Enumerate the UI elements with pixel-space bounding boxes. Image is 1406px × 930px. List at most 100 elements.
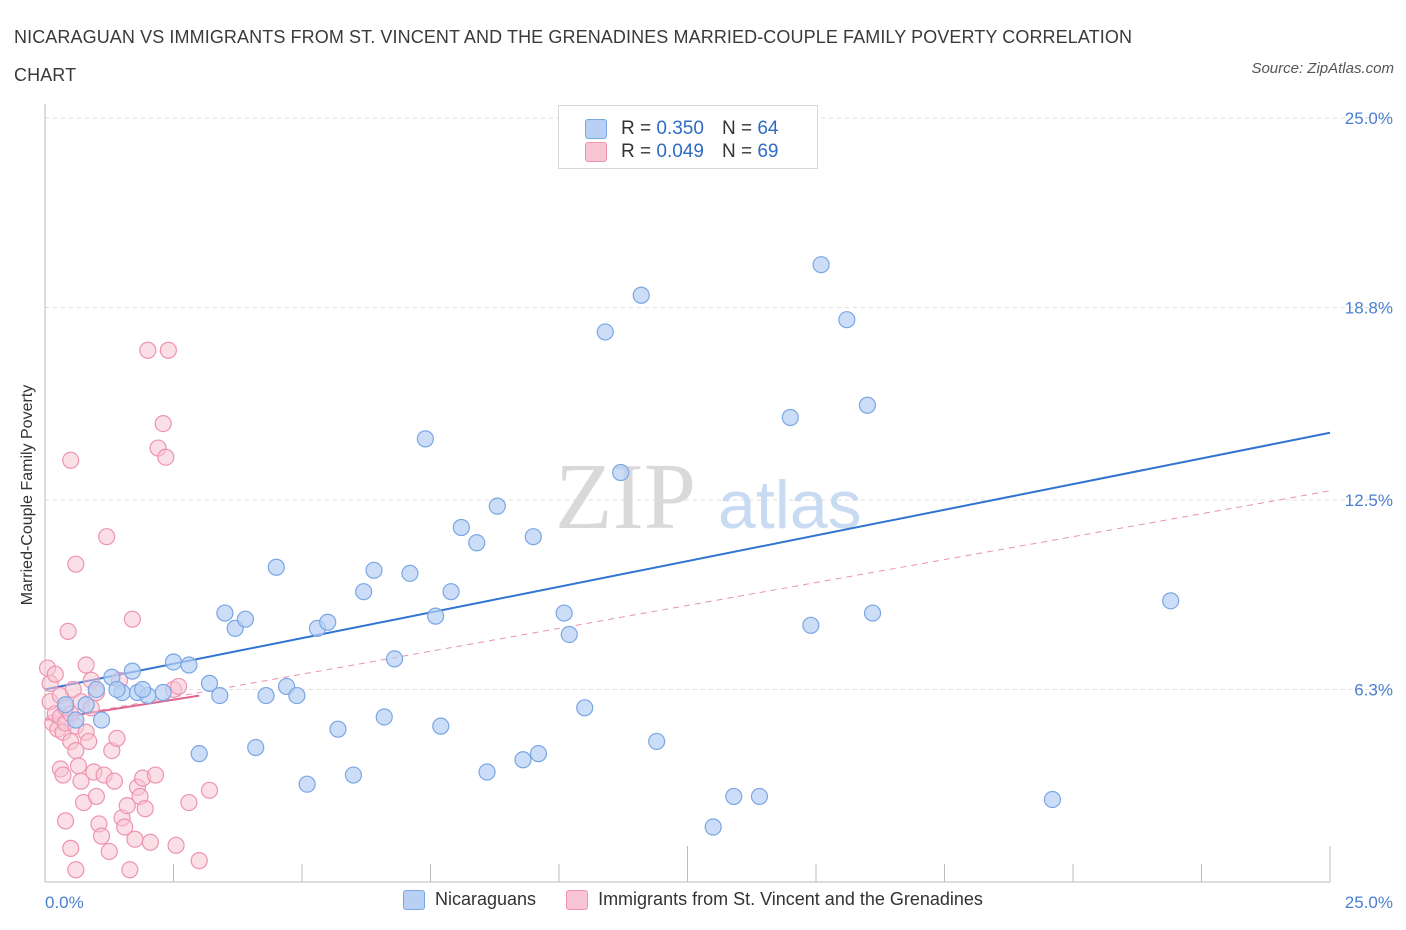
data-point-nicaraguans	[298, 775, 316, 793]
data-point-nicaraguans	[514, 751, 532, 769]
data-point-nicaraguans	[858, 396, 877, 414]
data-point-immigrants	[72, 772, 90, 790]
data-point-nicaraguans	[180, 656, 198, 674]
data-point-nicaraguans	[632, 286, 650, 304]
data-point-immigrants	[54, 766, 72, 784]
data-point-immigrants	[59, 622, 77, 641]
gridlines	[45, 117, 1390, 690]
data-point-immigrants	[136, 800, 154, 818]
data-point-nicaraguans	[211, 686, 229, 705]
data-point-nicaraguans	[725, 787, 743, 806]
data-point-nicaraguans	[77, 696, 95, 714]
legend-swatch-blue	[403, 889, 425, 910]
data-point-immigrants	[200, 781, 219, 799]
data-point-immigrants	[159, 341, 177, 359]
data-point-nicaraguans	[123, 662, 141, 680]
data-point-immigrants	[87, 787, 106, 806]
data-point-nicaraguans	[236, 610, 255, 628]
data-point-nicaraguans	[704, 818, 722, 836]
legend-label-immigrants: Immigrants from St. Vincent and the Gren…	[598, 889, 983, 909]
data-point-nicaraguans	[385, 650, 404, 668]
x-tick-label: 25.0%	[1345, 893, 1393, 912]
data-point-immigrants	[98, 528, 116, 546]
data-point-immigrants	[121, 861, 139, 879]
data-point-nicaraguans	[838, 311, 856, 329]
axes	[44, 104, 1331, 883]
legend-r-value: 0.350	[656, 118, 704, 139]
data-point-nicaraguans	[247, 738, 265, 757]
data-point-immigrants	[62, 839, 80, 857]
data-point-immigrants	[157, 448, 175, 466]
data-point-nicaraguans	[190, 745, 208, 763]
legend-n-value: 69	[757, 141, 779, 162]
data-point-nicaraguans	[555, 604, 573, 622]
data-point-immigrants	[56, 812, 75, 830]
data-point-nicaraguans	[200, 674, 219, 692]
data-point-nicaraguans	[529, 745, 548, 763]
data-point-nicaraguans	[863, 604, 882, 622]
legend-label-nicaraguans: Nicaraguans	[435, 889, 537, 909]
data-point-nicaraguans	[452, 518, 470, 537]
data-point-nicaraguans	[427, 607, 445, 625]
legend-r-label: R =	[621, 141, 652, 162]
legend-item-nicaraguans[interactable]: Nicaraguans	[403, 889, 536, 910]
source-label: Source: ZipAtlas.com	[1251, 60, 1394, 77]
data-point-immigrants	[141, 833, 159, 851]
y-tick-label: 25.0%	[1345, 109, 1393, 128]
legend-swatch-blue	[585, 119, 607, 139]
stats-legend: R = 0.350 N = 64 R = 0.049 N = 69	[558, 105, 818, 169]
data-point-nicaraguans	[576, 699, 594, 717]
data-point-nicaraguans	[1162, 592, 1180, 610]
data-point-nicaraguans	[319, 613, 337, 631]
data-point-immigrants	[118, 796, 136, 815]
data-point-nicaraguans	[802, 616, 820, 634]
legend-item-immigrants[interactable]: Immigrants from St. Vincent and the Gren…	[566, 889, 983, 910]
data-point-nicaraguans	[92, 711, 111, 729]
data-point-nicaraguans	[750, 787, 769, 806]
data-point-nicaraguans	[812, 256, 830, 274]
data-point-nicaraguans	[164, 653, 183, 671]
data-point-nicaraguans	[781, 408, 799, 427]
data-point-immigrants	[92, 827, 111, 845]
data-point-immigrants	[190, 852, 208, 870]
tick-labels: 25.0% 18.8% 12.5% 6.3% 0.0% 25.0%	[45, 109, 1393, 912]
data-point-nicaraguans	[524, 528, 542, 546]
legend-r-value: 0.049	[656, 141, 704, 162]
data-point-nicaraguans	[108, 680, 126, 699]
data-point-immigrants	[80, 732, 98, 751]
chart-title: NICARAGUAN VS IMMIGRANTS FROM ST. VINCEN…	[14, 27, 1133, 85]
data-point-nicaraguans	[87, 680, 106, 699]
data-point-nicaraguans	[267, 558, 285, 576]
data-point-nicaraguans	[468, 534, 486, 552]
data-point-immigrants	[126, 830, 144, 848]
data-point-nicaraguans	[56, 696, 75, 714]
y-tick-label: 6.3%	[1354, 680, 1393, 699]
watermark-zip: ZIP	[555, 445, 696, 549]
data-point-immigrants	[170, 677, 188, 696]
data-point-immigrants	[167, 836, 185, 854]
data-point-immigrants	[146, 766, 165, 784]
data-point-nicaraguans	[344, 766, 362, 784]
data-point-nicaraguans	[67, 711, 85, 729]
data-point-nicaraguans	[365, 561, 383, 579]
data-point-immigrants	[62, 451, 80, 469]
legend-row-immigrants: R = 0.049 N = 69	[585, 140, 778, 164]
y-tick-label: 18.8%	[1345, 298, 1393, 317]
data-point-nicaraguans	[288, 686, 306, 705]
data-point-nicaraguans	[432, 717, 450, 735]
series-legend: Nicaraguans Immigrants from St. Vincent …	[403, 889, 1013, 910]
data-point-nicaraguans	[442, 583, 460, 601]
data-point-nicaraguans	[648, 732, 666, 751]
data-point-nicaraguans	[355, 583, 373, 601]
data-point-immigrants	[116, 818, 134, 836]
data-point-immigrants	[108, 729, 126, 747]
data-point-immigrants	[105, 772, 123, 790]
legend-r-label: R =	[621, 118, 652, 139]
legend-swatch-pink	[585, 142, 607, 162]
data-point-immigrants	[123, 610, 141, 628]
legend-row-nicaraguans: R = 0.350 N = 64	[585, 117, 778, 141]
data-point-immigrants	[67, 555, 85, 573]
data-point-nicaraguans	[612, 463, 630, 482]
data-point-nicaraguans	[134, 680, 152, 699]
data-point-nicaraguans	[1043, 790, 1062, 809]
